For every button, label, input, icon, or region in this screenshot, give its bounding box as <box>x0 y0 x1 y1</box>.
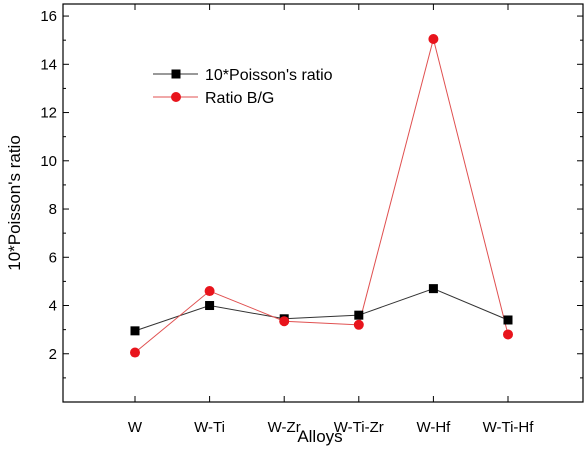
x-axis-title: Alloys <box>297 427 342 446</box>
x-tick-label: W-Ti <box>194 419 225 436</box>
x-axis-ticks: W W-Ti W-Zr W-Ti-Zr W-Hf W-Ti-Hf <box>128 4 534 436</box>
y-axis-ticks: 2 4 6 8 10 12 14 16 <box>40 8 583 379</box>
y-tick-label: 2 <box>49 346 57 363</box>
data-point-square <box>428 284 438 294</box>
legend-item-ratio-bg: Ratio B/G <box>153 90 274 107</box>
data-point-square <box>205 301 215 311</box>
y-tick-label: 8 <box>49 201 57 218</box>
series-line-1 <box>134 38 509 353</box>
series-markers <box>130 33 513 358</box>
y-tick-label: 14 <box>40 56 57 73</box>
plot-frame <box>62 3 584 403</box>
x-tick-label: W-Ti-Hf <box>483 419 535 436</box>
y-tick-label: 6 <box>49 249 57 266</box>
data-point-circle <box>503 329 513 340</box>
data-point-circle <box>428 33 439 44</box>
data-point-square <box>503 315 513 325</box>
y-axis-title: 10*Poisson's ratio <box>5 135 24 271</box>
data-point-circle <box>279 316 290 327</box>
y-tick-label: 4 <box>49 298 57 315</box>
y-tick-label: 12 <box>40 105 57 122</box>
x-tick-label: W-Ti-Zr <box>334 419 384 436</box>
data-point-circle <box>353 319 364 330</box>
x-tick-label: W <box>128 419 143 436</box>
data-point-square <box>130 326 140 336</box>
data-point-square <box>354 310 364 320</box>
series-lines <box>134 38 509 353</box>
x-tick-label: W-Hf <box>416 419 451 436</box>
series-line-0 <box>134 288 509 332</box>
legend-marker-circle <box>171 92 181 102</box>
legend-item-poisson: 10*Poisson's ratio <box>153 67 333 84</box>
y-tick-label: 16 <box>40 8 57 25</box>
legend-marker-square <box>171 69 181 79</box>
data-point-circle <box>204 286 215 297</box>
legend: 10*Poisson's ratio Ratio B/G <box>153 67 333 107</box>
plot-area <box>62 3 584 403</box>
legend-label-ratio-bg: Ratio B/G <box>205 90 274 107</box>
legend-label-poisson: 10*Poisson's ratio <box>205 67 333 84</box>
x-tick-label: W-Zr <box>268 419 301 436</box>
data-point-circle <box>130 347 140 358</box>
y-tick-label: 10 <box>40 153 57 170</box>
